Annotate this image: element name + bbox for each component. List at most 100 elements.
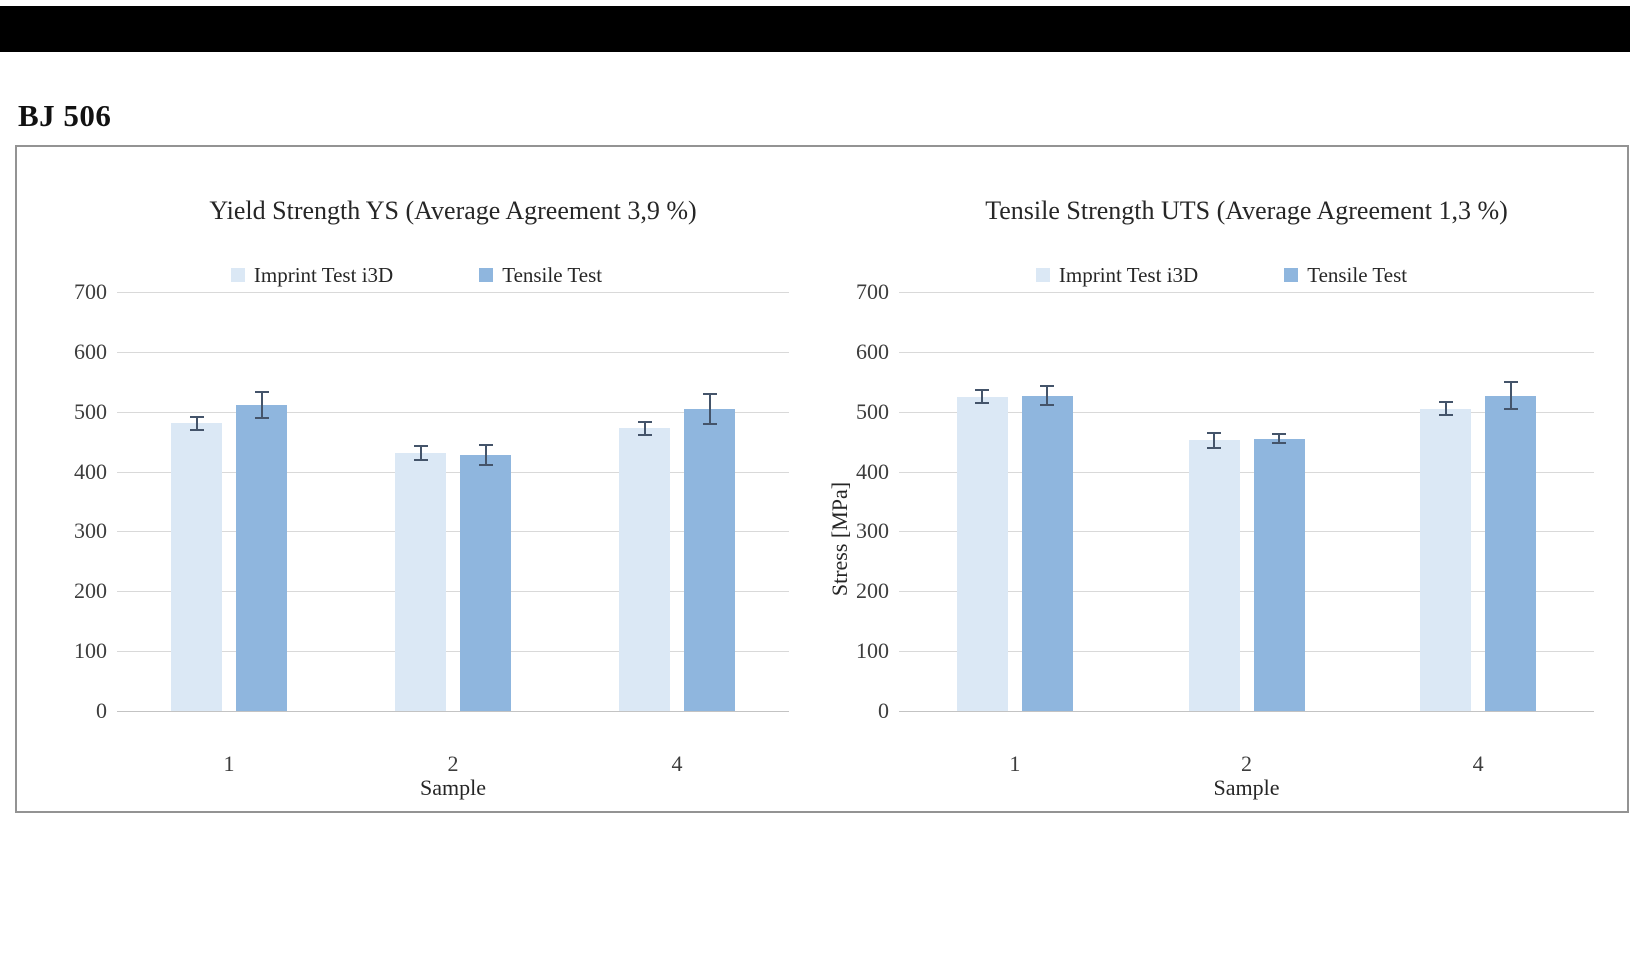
bar-tensile-sample-2 bbox=[1253, 438, 1305, 711]
y-tick-label: 500 bbox=[74, 398, 107, 424]
error-bar-cap bbox=[1040, 384, 1055, 387]
gridline bbox=[899, 531, 1594, 533]
legend-label: Imprint Test i3D bbox=[253, 262, 394, 287]
error-bar bbox=[1278, 434, 1280, 443]
error-bar bbox=[484, 444, 487, 465]
x-axis-label: Sample bbox=[1213, 775, 1280, 800]
bar-tensile-sample-1 bbox=[1021, 395, 1073, 711]
y-tick-label: 200 bbox=[856, 578, 889, 604]
y-tick-label: 500 bbox=[856, 398, 889, 424]
bar-imprint-sample-1 bbox=[171, 423, 222, 711]
chart-legend: Imprint Test i3D Tensile Test bbox=[816, 262, 1627, 288]
error-bar bbox=[1213, 433, 1215, 448]
legend-swatch-imprint-icon bbox=[1035, 268, 1050, 282]
x-tick-label: 1 bbox=[223, 751, 235, 776]
error-bar bbox=[981, 390, 984, 404]
bar-tensile-sample-1 bbox=[236, 405, 287, 711]
error-bar-cap bbox=[1503, 408, 1518, 411]
error-bar-cap bbox=[1207, 446, 1221, 449]
y-tick-label: 0 bbox=[96, 698, 107, 723]
y-tick-label: 0 bbox=[878, 698, 889, 723]
y-tick-label: 100 bbox=[74, 638, 107, 664]
gridline bbox=[117, 471, 789, 473]
x-axis-label: Sample bbox=[420, 775, 486, 800]
y-tick-label: 700 bbox=[74, 279, 107, 304]
bar-tensile-sample-4 bbox=[1485, 395, 1537, 711]
error-bar-cap bbox=[189, 415, 204, 418]
gridline bbox=[117, 292, 789, 293]
error-bar-cap bbox=[254, 417, 269, 420]
error-bar bbox=[708, 394, 711, 425]
top-black-bar bbox=[0, 6, 1630, 52]
error-bar-cap bbox=[413, 445, 428, 448]
y-tick-label: 600 bbox=[74, 338, 107, 364]
legend-label: Imprint Test i3D bbox=[1058, 262, 1199, 287]
legend-item-imprint: Imprint Test i3D bbox=[230, 262, 394, 287]
gridline bbox=[117, 591, 789, 593]
gridline bbox=[117, 531, 789, 533]
y-tick-label: 400 bbox=[74, 458, 107, 484]
error-bar bbox=[1444, 402, 1447, 416]
error-bar-cap bbox=[975, 389, 990, 392]
chart-panel-yield-strength: Yield Strength YS (Average Agreement 3,9… bbox=[15, 145, 818, 813]
error-bar bbox=[1509, 381, 1512, 410]
legend-swatch-tensile-icon bbox=[1284, 268, 1299, 282]
error-bar-cap bbox=[478, 443, 493, 446]
x-tick-label: 1 bbox=[1009, 751, 1021, 776]
legend-item-tensile: Tensile Test bbox=[479, 262, 603, 287]
gridline bbox=[899, 411, 1594, 413]
gridline bbox=[899, 591, 1594, 593]
error-bar-cap bbox=[1438, 401, 1453, 404]
legend-label: Tensile Test bbox=[502, 262, 603, 287]
error-bar-cap bbox=[1272, 433, 1286, 436]
bar-imprint-sample-1 bbox=[956, 396, 1008, 711]
error-bar-cap bbox=[189, 428, 204, 431]
error-bar-cap bbox=[637, 434, 652, 437]
x-tick-label: 2 bbox=[447, 751, 459, 776]
error-bar-cap bbox=[1272, 441, 1286, 444]
bar-tensile-sample-2 bbox=[460, 454, 511, 711]
error-bar-cap bbox=[1207, 432, 1221, 435]
x-tick-label: 2 bbox=[1241, 751, 1252, 776]
error-bar-cap bbox=[413, 458, 428, 461]
y-tick-label: 600 bbox=[856, 338, 889, 364]
y-tick-label: 400 bbox=[856, 458, 889, 484]
chart-panel-tensile-strength: Tensile Strength UTS (Average Agreement … bbox=[816, 145, 1629, 813]
error-bar-cap bbox=[478, 463, 493, 466]
y-tick-label: 300 bbox=[74, 518, 107, 544]
error-bar bbox=[195, 416, 198, 430]
x-axis-baseline bbox=[117, 711, 789, 712]
error-bar-cap bbox=[1438, 414, 1453, 417]
chart-legend: Imprint Test i3D Tensile Test bbox=[17, 262, 816, 288]
legend-item-tensile: Tensile Test bbox=[1284, 264, 1407, 286]
x-tick-label: 4 bbox=[1472, 751, 1484, 776]
error-bar-cap bbox=[975, 402, 990, 405]
error-bar-cap bbox=[702, 423, 717, 426]
legend-swatch-tensile-icon bbox=[479, 268, 494, 282]
chart-title: Tensile Strength UTS (Average Agreement … bbox=[985, 196, 1508, 225]
bar-imprint-sample-2 bbox=[395, 453, 446, 711]
x-axis-baseline bbox=[899, 711, 1594, 712]
error-bar-cap bbox=[637, 420, 652, 423]
y-tick-label: 300 bbox=[856, 518, 889, 544]
legend-swatch-imprint-icon bbox=[230, 268, 245, 282]
error-bar-cap bbox=[1040, 404, 1055, 407]
chart-title: Yield Strength YS (Average Agreement 3,9… bbox=[209, 196, 697, 225]
error-bar-cap bbox=[1503, 380, 1518, 383]
legend-item-imprint: Imprint Test i3D bbox=[1035, 262, 1199, 287]
gridline bbox=[117, 651, 789, 653]
gridline bbox=[899, 651, 1594, 653]
gridline bbox=[899, 292, 1594, 293]
y-tick-label: 700 bbox=[856, 279, 889, 304]
bar-tensile-sample-4 bbox=[684, 409, 735, 711]
gridline bbox=[117, 411, 789, 413]
bar-imprint-sample-4 bbox=[619, 428, 670, 711]
error-bar bbox=[643, 421, 646, 436]
gridline bbox=[899, 471, 1594, 473]
error-bar bbox=[1046, 385, 1049, 406]
bar-imprint-sample-2 bbox=[1188, 440, 1240, 711]
gridline bbox=[899, 351, 1594, 353]
error-bar bbox=[260, 391, 263, 419]
page-title: BJ 506 bbox=[18, 98, 112, 133]
gridline bbox=[117, 351, 789, 353]
